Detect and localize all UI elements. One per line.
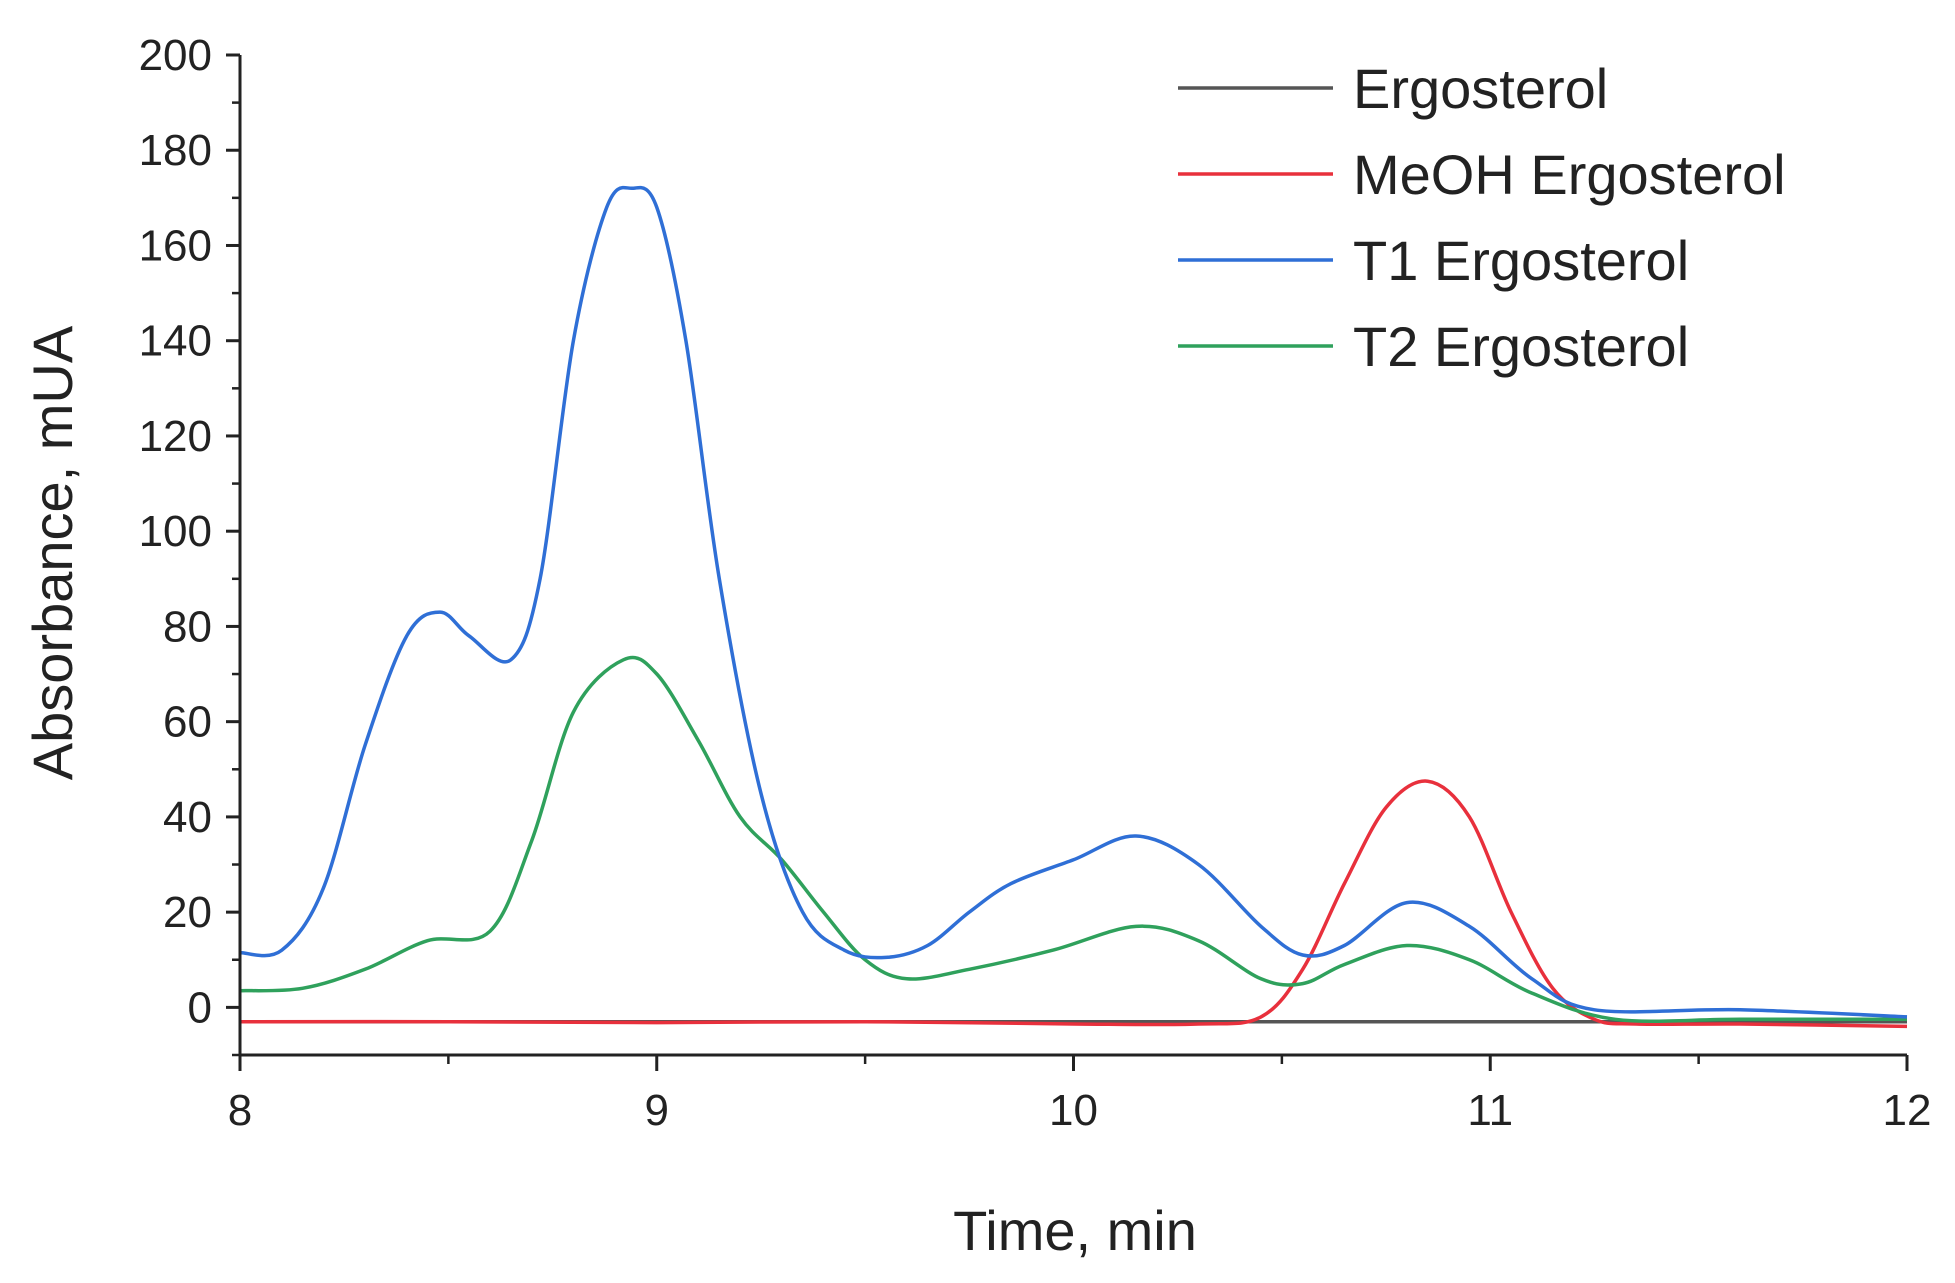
legend: Ergosterol MeOH Ergosterol T1 Ergosterol T2… [1178, 57, 1786, 378]
x-axis-title: Time, min [953, 1199, 1197, 1262]
y-tick-label: 60 [163, 698, 212, 747]
y-tick-label: 20 [163, 888, 212, 937]
y-tick-label: 160 [139, 221, 212, 270]
y-tick-label: 100 [139, 507, 212, 556]
y-tick-label: 140 [139, 317, 212, 366]
y-tick-label: 80 [163, 602, 212, 651]
x-tick-label: 11 [1467, 1086, 1513, 1135]
y-tick-label: 180 [139, 126, 212, 175]
x-tick-label: 9 [645, 1086, 669, 1135]
series-line-meoh-ergosterol [239, 779, 1908, 1029]
x-tick-label: 10 [1049, 1086, 1098, 1135]
plot-area [239, 185, 1908, 1029]
y-tick-label: 0 [188, 983, 212, 1032]
y-axis-title: Absorbance, mUA [21, 325, 84, 780]
series-line-t2-ergosterol [239, 655, 1907, 1024]
series-line-t1-ergosterol [239, 185, 1908, 1019]
y-tick-label: 40 [163, 793, 212, 842]
y-tick-label: 200 [139, 31, 212, 80]
x-tick-label: 8 [228, 1086, 252, 1135]
y-tick-label: 120 [139, 412, 212, 461]
legend-label-t2-ergosterol: T2 Ergosterol [1353, 315, 1689, 378]
x-tick-label: 12 [1883, 1086, 1932, 1135]
legend-label-t1-ergosterol: T1 Ergosterol [1353, 229, 1689, 292]
legend-label-ergosterol: Ergosterol [1353, 57, 1608, 120]
ticks: 0 20 40 60 80 100 120 140 160 180 200 8 9 10 11 12 [139, 31, 1932, 1135]
legend-label-meoh-ergosterol: MeOH Ergosterol [1353, 143, 1786, 206]
